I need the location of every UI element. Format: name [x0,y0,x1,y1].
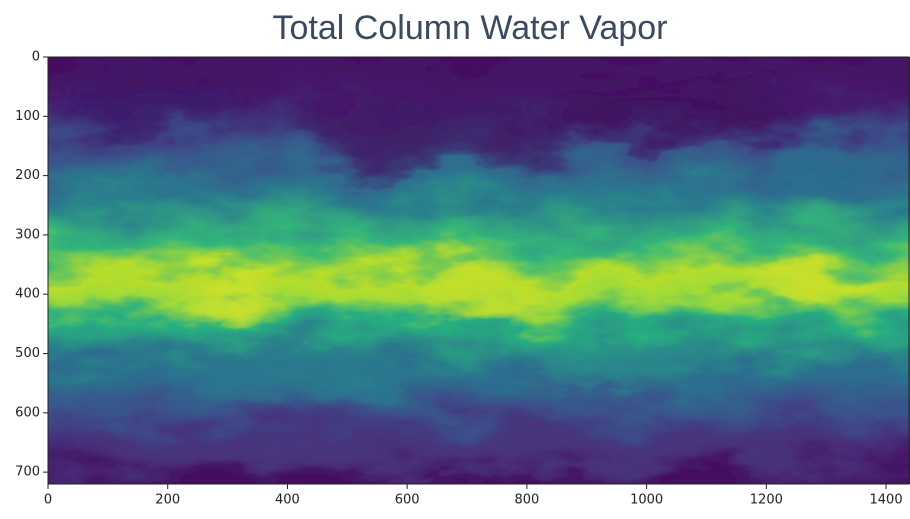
x-tick-label: 1000 [630,493,663,508]
y-tick-label: 400 [15,287,40,302]
x-tick-label: 800 [514,493,539,508]
x-tick-label: 200 [155,493,180,508]
field-blob [746,266,867,300]
y-tick-label: 700 [15,465,40,480]
x-tick-label: 1400 [870,493,903,508]
x-tick-label: 400 [275,493,300,508]
field-blob [65,74,237,125]
field-blob [48,437,910,471]
field-texture [8,47,910,494]
chart-title: Total Column Water Vapor [273,9,668,47]
y-tick-label: 100 [15,109,40,124]
y-tick-label: 600 [15,405,40,420]
x-tick-label: 0 [44,493,52,508]
field-blob [548,83,789,143]
x-tick-label: 600 [395,493,420,508]
field-blob [772,130,875,198]
x-tick-label: 1200 [750,493,783,508]
y-tick-label: 0 [32,50,40,65]
image-field [8,47,910,494]
chart: Total Column Water Vapor 0 200 400 600 800 10… [0,0,910,519]
field-blob [522,343,694,386]
field-blob [298,100,574,168]
y-tick-label: 200 [15,168,40,183]
field-blob [410,266,548,317]
y-tick-label: 500 [15,346,40,361]
field-blob [186,271,272,314]
field-blob [203,352,410,403]
y-tick-label: 300 [15,227,40,242]
